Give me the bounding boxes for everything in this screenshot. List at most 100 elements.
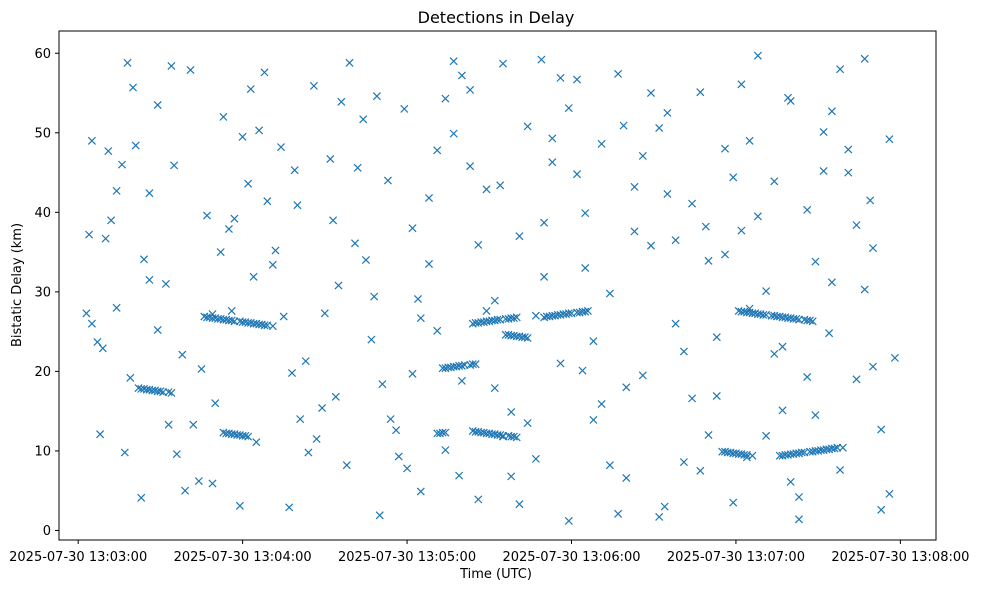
- data-point: [337, 97, 346, 106]
- data-point: [830, 444, 839, 453]
- data-point: [688, 199, 697, 208]
- data-point: [260, 68, 269, 77]
- data-point: [244, 432, 253, 441]
- data-point: [112, 186, 121, 195]
- data-point: [255, 126, 264, 135]
- data-point: [123, 58, 132, 67]
- data-point: [400, 104, 409, 113]
- data-point: [208, 479, 217, 488]
- data-point: [493, 315, 502, 324]
- data-point: [512, 433, 521, 442]
- data-point: [468, 360, 477, 369]
- data-point: [156, 387, 165, 396]
- data-point: [786, 477, 795, 486]
- data-point: [482, 185, 491, 194]
- x-tick-label: 2025-07-30 13:04:00: [174, 550, 312, 565]
- x-tick-label: 2025-07-30 13:06:00: [502, 550, 640, 565]
- data-point: [219, 112, 228, 121]
- data-point: [737, 226, 746, 235]
- data-point: [762, 287, 771, 296]
- data-point: [416, 314, 425, 323]
- data-point: [455, 471, 464, 480]
- data-point: [457, 71, 466, 80]
- data-point: [819, 127, 828, 137]
- data-point: [638, 151, 647, 160]
- data-point: [230, 214, 239, 223]
- data-point: [890, 353, 899, 362]
- data-point: [167, 388, 176, 397]
- x-tick-label: 2025-07-30 13:03:00: [9, 550, 147, 565]
- data-point: [704, 256, 713, 265]
- data-point: [87, 319, 96, 328]
- data-point: [244, 179, 253, 188]
- data-point: [145, 189, 154, 198]
- y-tick-label: 10: [34, 444, 51, 459]
- data-point: [496, 430, 505, 440]
- data-point: [279, 312, 288, 321]
- data-point: [512, 313, 521, 322]
- data-point: [770, 177, 779, 186]
- data-point: [614, 509, 623, 518]
- data-point: [139, 255, 149, 264]
- data-point: [770, 349, 779, 358]
- data-point: [737, 80, 746, 89]
- data-point: [268, 322, 277, 331]
- data-point: [249, 272, 258, 281]
- data-point: [605, 289, 614, 298]
- data-point: [877, 505, 886, 514]
- data-point: [112, 303, 121, 312]
- data-point: [572, 170, 582, 179]
- chart-title: Detections in Delay: [418, 8, 575, 27]
- data-point: [181, 486, 190, 495]
- data-point: [515, 232, 524, 241]
- data-point: [548, 134, 557, 143]
- y-tick-label: 0: [43, 524, 51, 539]
- data-point: [783, 93, 793, 102]
- data-point: [619, 121, 628, 130]
- data-point: [441, 446, 450, 455]
- data-point: [778, 406, 787, 415]
- data-point: [523, 122, 532, 131]
- data-point: [622, 383, 631, 392]
- data-point: [326, 154, 335, 164]
- data-point: [581, 209, 590, 218]
- data-point: [392, 426, 401, 435]
- data-point: [712, 333, 721, 342]
- data-point: [252, 438, 261, 447]
- data-point: [696, 88, 705, 97]
- data-point: [153, 325, 162, 335]
- data-point: [605, 461, 614, 470]
- data-point: [712, 391, 721, 401]
- data-point: [216, 248, 225, 257]
- data-point: [572, 75, 582, 84]
- data-point: [655, 512, 664, 521]
- data-point: [101, 234, 110, 243]
- data-point: [496, 181, 505, 190]
- data-point: [844, 145, 853, 154]
- data-point: [523, 419, 532, 428]
- x-tick-label: 2025-07-30 13:07:00: [667, 550, 805, 565]
- data-point: [320, 309, 329, 318]
- data-point: [394, 452, 403, 461]
- data-point: [663, 189, 672, 199]
- data-point: [161, 279, 170, 288]
- data-point: [287, 368, 297, 378]
- data-point: [126, 373, 135, 382]
- data-point: [471, 360, 480, 369]
- data-point: [433, 326, 442, 335]
- data-point: [293, 201, 302, 210]
- data-point: [583, 306, 592, 316]
- data-point: [589, 415, 598, 424]
- data-point: [507, 472, 516, 481]
- data-point: [167, 61, 176, 71]
- data-point: [359, 115, 368, 124]
- data-point: [660, 502, 669, 511]
- data-point: [378, 380, 387, 389]
- x-tick-label: 2025-07-30 13:08:00: [831, 550, 969, 565]
- data-point: [153, 100, 162, 110]
- data-point: [441, 428, 450, 437]
- data-point: [556, 359, 565, 368]
- data-point: [808, 317, 817, 326]
- data-point: [753, 212, 762, 221]
- data-point: [866, 196, 875, 205]
